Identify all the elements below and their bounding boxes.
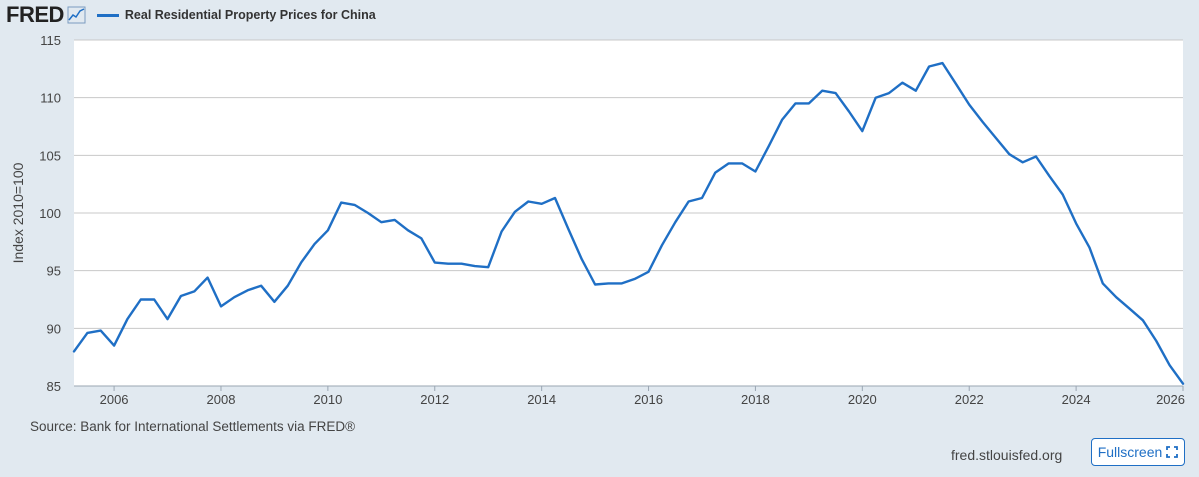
series-group: [72, 61, 1185, 385]
x-tick-label: 2008: [207, 392, 236, 407]
y-tick-label: 85: [47, 379, 61, 394]
legend: Real Residential Property Prices for Chi…: [96, 8, 376, 22]
y-tick-label: 90: [47, 321, 61, 336]
x-tick-label: 2022: [955, 392, 984, 407]
x-tick-label: 2012: [420, 392, 449, 407]
y-axis-tick-labels: 85 90 95 100 105 110 115: [39, 33, 61, 394]
legend-swatch: [96, 13, 119, 17]
x-tick-label: 2026: [1156, 392, 1185, 407]
fullscreen-button[interactable]: Fullscreen: [1091, 438, 1185, 466]
x-tick-label: 2024: [1062, 392, 1091, 407]
x-axis-tick-labels: 2006 2008 2010 2012 2014 2016 2018 2020 2022 2024…: [100, 386, 1185, 407]
x-tick-label: 2010: [313, 392, 342, 407]
x-tick-label: 2016: [634, 392, 663, 407]
x-tick-label: 2006: [100, 392, 129, 407]
fullscreen-label: Fullscreen: [1097, 444, 1163, 460]
grid-lines: [74, 39, 1183, 387]
y-tick-label: 95: [47, 264, 61, 279]
y-tick-label: 115: [40, 33, 61, 48]
y-tick-label: 110: [40, 91, 61, 106]
line-chart-icon: [67, 6, 86, 24]
y-tick-label: 105: [39, 148, 61, 163]
y-tick-label: 100: [39, 206, 61, 221]
x-tick-label: 2018: [741, 392, 770, 407]
legend-label: Real Residential Property Prices for Chi…: [124, 8, 376, 22]
fred-logo[interactable]: FRED: [6, 2, 64, 27]
x-tick-label: 2014: [527, 392, 556, 407]
site-link[interactable]: fred.stlouisfed.org: [951, 447, 1063, 463]
y-axis-label: Index 2010=100: [10, 162, 26, 263]
chart-header: FRED Real Residential Property Prices fo…: [6, 2, 376, 28]
source-note: Source: Bank for International Settlemen…: [30, 419, 356, 434]
series-line: [72, 61, 1185, 385]
expand-icon: [1166, 446, 1179, 458]
x-tick-label: 2020: [848, 392, 877, 407]
